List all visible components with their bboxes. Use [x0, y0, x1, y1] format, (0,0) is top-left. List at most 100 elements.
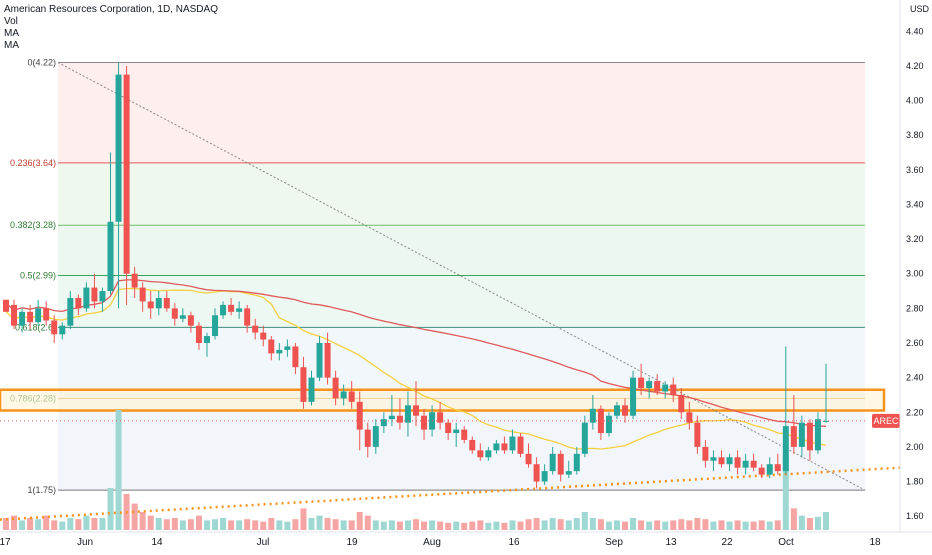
candle-body[interactable]: [533, 464, 540, 482]
candle-body[interactable]: [171, 308, 178, 319]
candle-body[interactable]: [654, 381, 661, 392]
candle-body[interactable]: [308, 377, 315, 402]
candle-body[interactable]: [220, 304, 227, 316]
candle-body[interactable]: [404, 405, 411, 423]
candle-body[interactable]: [710, 457, 717, 461]
candle-body[interactable]: [147, 301, 154, 309]
candle-body[interactable]: [453, 429, 460, 434]
candle-body[interactable]: [630, 377, 637, 416]
candle-body[interactable]: [139, 287, 146, 302]
candle-body[interactable]: [774, 464, 781, 472]
candle-body[interactable]: [396, 415, 403, 423]
support-line[interactable]: [0, 466, 901, 521]
candle-body[interactable]: [19, 311, 26, 326]
candle-body[interactable]: [203, 336, 210, 343]
candle-body[interactable]: [324, 342, 331, 378]
candle-body[interactable]: [734, 457, 741, 468]
candle-body[interactable]: [517, 436, 524, 454]
candle-body[interactable]: [469, 439, 476, 451]
candle-body[interactable]: [3, 299, 9, 312]
candle-body[interactable]: [670, 384, 677, 395]
candle-body[interactable]: [372, 426, 379, 447]
candle-body[interactable]: [501, 443, 508, 451]
candle-body[interactable]: [605, 415, 612, 434]
indicator-vol[interactable]: Vol: [4, 16, 18, 27]
candle-body[interactable]: [638, 377, 645, 389]
candle-body[interactable]: [59, 325, 66, 335]
candle-body[interactable]: [662, 384, 669, 392]
candle-body[interactable]: [525, 453, 532, 465]
candle-body[interactable]: [758, 467, 765, 475]
candle-body[interactable]: [284, 346, 291, 350]
candle-body[interactable]: [380, 419, 387, 427]
candle-body[interactable]: [276, 349, 283, 354]
candle-body[interactable]: [107, 221, 114, 292]
indicator-ma-2[interactable]: MA: [4, 40, 19, 51]
candle-body[interactable]: [91, 287, 98, 302]
candle-body[interactable]: [742, 460, 749, 468]
candle-body[interactable]: [131, 273, 138, 288]
candle-body[interactable]: [163, 297, 170, 309]
highlight-box[interactable]: [0, 388, 886, 412]
candle-body[interactable]: [549, 453, 556, 472]
candle-body[interactable]: [292, 346, 299, 368]
candle-body[interactable]: [694, 422, 701, 447]
candle-body[interactable]: [461, 429, 468, 440]
candle-body[interactable]: [364, 429, 371, 447]
candle-body[interactable]: [814, 419, 821, 451]
candle-body[interactable]: [300, 367, 307, 402]
candle-body[interactable]: [228, 304, 235, 312]
candle-body[interactable]: [565, 471, 572, 475]
candle-body[interactable]: [726, 457, 733, 465]
candle-body[interactable]: [268, 339, 275, 354]
candle-body[interactable]: [613, 405, 620, 416]
candle-body[interactable]: [750, 460, 757, 468]
candle-body[interactable]: [332, 377, 339, 399]
candle-body[interactable]: [485, 450, 492, 458]
candle-body[interactable]: [43, 308, 50, 321]
candle-body[interactable]: [557, 453, 564, 475]
candle-body[interactable]: [581, 422, 588, 454]
candle-body[interactable]: [252, 325, 259, 333]
candle-body[interactable]: [155, 297, 162, 309]
candle-body[interactable]: [123, 74, 130, 274]
candle-body[interactable]: [51, 320, 58, 335]
candle-body[interactable]: [236, 308, 243, 312]
candle-body[interactable]: [356, 401, 363, 430]
trend-line-down[interactable]: [57, 62, 866, 491]
candle-body[interactable]: [244, 308, 251, 326]
candle-body[interactable]: [348, 391, 355, 402]
candle-body[interactable]: [340, 391, 347, 399]
candle-body[interactable]: [260, 332, 267, 340]
candle-body[interactable]: [445, 422, 452, 434]
candle-body[interactable]: [212, 315, 219, 337]
candle-body[interactable]: [187, 315, 194, 326]
candle-body[interactable]: [823, 420, 829, 422]
candle-body[interactable]: [413, 405, 419, 416]
candle-body[interactable]: [782, 426, 789, 472]
candle-body[interactable]: [35, 308, 42, 323]
candle-body[interactable]: [477, 450, 484, 458]
candle-body[interactable]: [437, 412, 444, 423]
candle-body[interactable]: [718, 457, 725, 465]
candle-body[interactable]: [421, 415, 428, 430]
candle-body[interactable]: [646, 381, 653, 389]
candle-body[interactable]: [509, 436, 516, 451]
candle-body[interactable]: [67, 297, 74, 326]
indicator-ma-1[interactable]: MA: [4, 28, 19, 39]
candle-body[interactable]: [179, 315, 186, 319]
candle-body[interactable]: [678, 394, 685, 413]
candle-body[interactable]: [573, 453, 580, 472]
candle-body[interactable]: [115, 74, 122, 222]
candle-body[interactable]: [75, 297, 82, 309]
candle-body[interactable]: [99, 291, 106, 302]
candle-body[interactable]: [11, 304, 18, 326]
candle-body[interactable]: [541, 471, 548, 482]
candle-body[interactable]: [27, 311, 34, 323]
candle-body[interactable]: [316, 342, 323, 378]
candle-body[interactable]: [806, 422, 813, 451]
candle-body[interactable]: [766, 464, 773, 475]
candle-body[interactable]: [622, 405, 629, 416]
